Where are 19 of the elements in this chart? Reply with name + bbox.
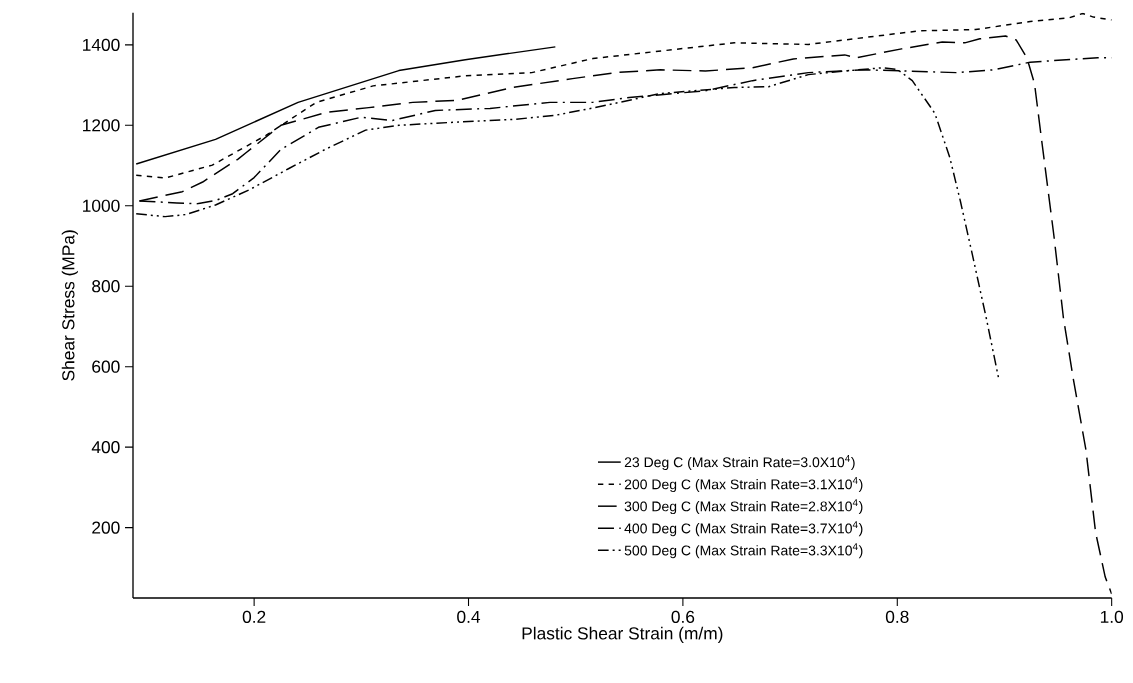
- legend-label: 400 Deg C (Max Strain Rate=3.7X10$^{4}$): [624, 521, 863, 537]
- x-tick-label: 0.8: [885, 610, 909, 623]
- y-tick-label: 200: [92, 521, 120, 534]
- legend-label: 23 Deg C (Max Strain Rate=3.0X10$^{4}$): [624, 455, 855, 471]
- y-tick-label: 1400: [83, 38, 120, 51]
- x-tick-label: 1.0: [1100, 610, 1124, 623]
- x-tick-label: 0.6: [671, 610, 695, 623]
- y-tick-label: 800: [92, 280, 120, 293]
- y-axis-title: Shear Stress (MPa): [61, 230, 78, 381]
- y-tick-label: 1200: [83, 119, 120, 132]
- legend-label: 500 Deg C (Max Strain Rate=3.3X10$^{4}$): [624, 543, 863, 559]
- x-axis-title: Plastic Shear Strain (m/m): [522, 626, 723, 643]
- y-tick-label: 1000: [83, 199, 120, 212]
- legend-label: 300 Deg C (Max Strain Rate=2.8X10$^{4}$): [624, 499, 863, 515]
- legend-label: 200 Deg C (Max Strain Rate=3.1X10$^{4}$): [624, 477, 863, 493]
- x-tick-label: 0.2: [242, 610, 266, 623]
- y-tick-label: 400: [91, 441, 120, 454]
- x-tick-label: 0.4: [457, 610, 481, 623]
- y-tick-label: 600: [92, 360, 120, 373]
